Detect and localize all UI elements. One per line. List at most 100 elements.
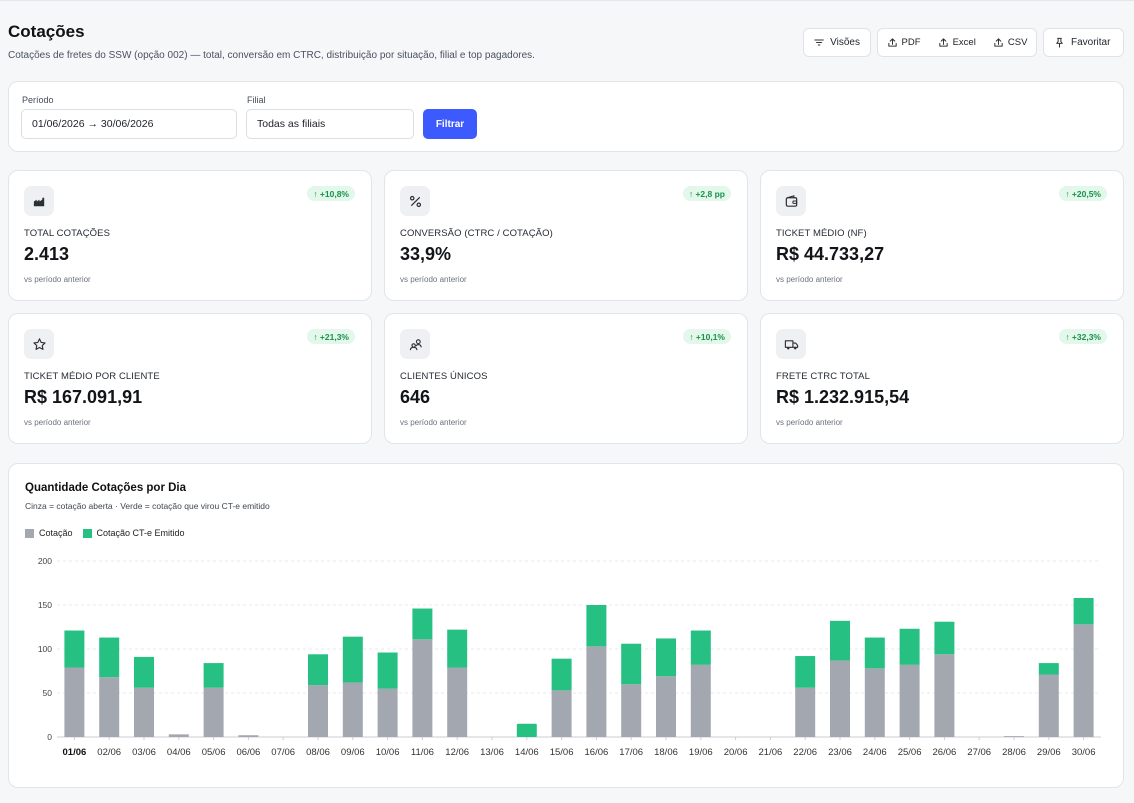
kpi-card-conversao: ↑ +2,8 pp CONVERSÃO (CTRC / COTAÇÃO) 33,… bbox=[384, 170, 748, 301]
kpi-comparison: vs período anterior bbox=[24, 275, 91, 284]
filter-icon bbox=[814, 39, 824, 46]
upload-icon bbox=[938, 38, 948, 47]
x-tick-label: 26/06 bbox=[933, 747, 957, 758]
bar-cotacao bbox=[551, 690, 572, 737]
x-tick-label: 28/06 bbox=[1002, 747, 1026, 758]
bar-cotacao bbox=[830, 660, 850, 737]
page-subtitle: Cotações de fretes do SSW (opção 002) — … bbox=[8, 50, 535, 61]
kpi-comparison: vs período anterior bbox=[400, 418, 467, 427]
bar-ctrc bbox=[586, 605, 607, 647]
bar-ctrc bbox=[308, 654, 328, 686]
x-tick-label: 04/06 bbox=[167, 747, 191, 758]
kpi-value: 33,9% bbox=[400, 244, 452, 264]
kpi-card-ticket-medio: ↑ +20,5% TICKET MÉDIO (NF) R$ 44.733,27 … bbox=[760, 170, 1124, 301]
bar-cotacao bbox=[308, 685, 328, 737]
legend-swatch bbox=[82, 528, 92, 538]
bar-cotacao bbox=[656, 676, 676, 737]
csv-label: CSV bbox=[1007, 37, 1028, 48]
branch-label: Filial bbox=[247, 95, 266, 105]
kpi-card-total-cotacoes: ↑ +10,8% TOTAL COTAÇÕES 2.413 vs período… bbox=[8, 170, 372, 301]
filter-panel: Período 01/06/2026 → 30/06/2026 Filial T… bbox=[8, 81, 1124, 152]
kpi-label: TICKET MÉDIO POR CLIENTE bbox=[24, 371, 160, 382]
bar-chart: 0 50 100 150 200 01/06 02/06 03/06 04/06 05/06 06/… bbox=[38, 556, 1101, 758]
pin-icon bbox=[1056, 37, 1063, 48]
x-tick-label: 01/06 bbox=[63, 747, 87, 758]
bar-cotacao bbox=[99, 677, 120, 737]
truck-icon bbox=[776, 329, 806, 359]
x-tick-label: 24/06 bbox=[863, 747, 887, 758]
bar-cotacao bbox=[621, 684, 642, 737]
x-tick-label: 27/06 bbox=[967, 747, 991, 758]
upload-icon bbox=[887, 38, 897, 47]
kpi-value: 646 bbox=[400, 387, 431, 407]
bar-cotacao bbox=[377, 688, 398, 737]
export-excel-button[interactable]: Excel bbox=[938, 37, 976, 48]
kpi-delta-badge: ↑ +21,3% bbox=[307, 329, 355, 344]
x-tick-label: 06/06 bbox=[237, 747, 261, 758]
legend-item-cotacao[interactable]: Cotação bbox=[25, 528, 73, 538]
kpi-comparison: vs período anterior bbox=[776, 275, 843, 284]
x-tick-label: 03/06 bbox=[132, 747, 156, 758]
factory-icon bbox=[24, 186, 54, 216]
bar-cotacao bbox=[690, 664, 711, 737]
bar-ctrc bbox=[342, 636, 363, 683]
bar-cotacao bbox=[934, 654, 955, 737]
kpi-value: R$ 44.733,27 bbox=[776, 244, 885, 264]
page-title: Cotações bbox=[8, 22, 85, 41]
upload-icon bbox=[994, 38, 1003, 47]
bar-ctrc bbox=[621, 643, 642, 685]
bar-ctrc bbox=[690, 630, 711, 665]
x-tick-label: 11/06 bbox=[411, 747, 434, 758]
x-tick-label: 10/06 bbox=[376, 747, 400, 758]
kpi-delta-badge: ↑ +10,8% bbox=[307, 186, 355, 201]
legend-swatch bbox=[25, 528, 34, 538]
bar-ctrc bbox=[551, 658, 572, 691]
x-tick-label: 18/06 bbox=[654, 747, 678, 758]
bar-cotacao bbox=[586, 646, 607, 737]
export-pdf-button[interactable]: PDF bbox=[887, 37, 921, 48]
x-tick-label: 15/06 bbox=[550, 747, 574, 758]
bar-cotacao bbox=[134, 687, 154, 737]
bar-ctrc bbox=[864, 637, 885, 669]
x-tick-label: 16/06 bbox=[585, 747, 609, 758]
bar-ctrc bbox=[934, 621, 955, 655]
excel-label: Excel bbox=[952, 37, 976, 48]
bar-cotacao bbox=[203, 687, 224, 737]
legend-label: Cotação bbox=[39, 528, 73, 538]
legend-item-ctrc[interactable]: Cotação CT-e Emitido bbox=[82, 528, 185, 538]
kpi-delta-badge: ↑ +20,5% bbox=[1059, 186, 1107, 201]
branch-select[interactable]: Todas as filiais bbox=[246, 109, 414, 139]
bar-cotacao bbox=[864, 668, 885, 737]
views-label: Visões bbox=[830, 37, 860, 48]
x-tick-label: 08/06 bbox=[306, 747, 330, 758]
kpi-delta-badge: ↑ +10,1% bbox=[683, 329, 731, 344]
kpi-comparison: vs período anterior bbox=[776, 418, 843, 427]
y-tick-label: 0 bbox=[47, 732, 52, 742]
kpi-value: R$ 167.091,91 bbox=[24, 387, 143, 407]
kpi-card-frete-total: ↑ +32,3% FRETE CTRC TOTAL R$ 1.232.915,5… bbox=[760, 313, 1124, 444]
x-tick-label: 23/06 bbox=[828, 747, 852, 758]
kpi-comparison: vs período anterior bbox=[24, 418, 91, 427]
kpi-label: FRETE CTRC TOTAL bbox=[776, 371, 870, 382]
views-button[interactable]: Visões bbox=[803, 28, 871, 57]
bar-cotacao bbox=[899, 664, 920, 737]
chart-subtitle: Cinza = cotação aberta · Verde = cotação… bbox=[25, 501, 270, 511]
top-border bbox=[0, 0, 1134, 3]
filter-button[interactable]: Filtrar bbox=[423, 109, 477, 139]
x-tick-label: 12/06 bbox=[445, 747, 469, 758]
x-tick-label: 20/06 bbox=[724, 747, 748, 758]
kpi-delta-badge: ↑ +2,8 pp bbox=[682, 186, 731, 201]
bar-ctrc bbox=[203, 663, 224, 688]
export-csv-button[interactable]: CSV bbox=[993, 37, 1028, 48]
x-tick-label: 29/06 bbox=[1037, 747, 1061, 758]
bar-cotacao bbox=[1004, 736, 1024, 737]
bar-cotacao bbox=[447, 667, 468, 737]
kpi-label: CLIENTES ÚNICOS bbox=[400, 371, 488, 382]
wallet-icon bbox=[776, 186, 806, 216]
x-tick-label: 30/06 bbox=[1072, 747, 1096, 758]
x-tick-label: 07/06 bbox=[271, 747, 295, 758]
favorite-button[interactable]: Favoritar bbox=[1043, 28, 1124, 57]
kpi-value: 2.413 bbox=[24, 244, 70, 264]
bar-ctrc bbox=[830, 620, 850, 661]
period-input[interactable]: 01/06/2026 → 30/06/2026 bbox=[21, 109, 237, 139]
